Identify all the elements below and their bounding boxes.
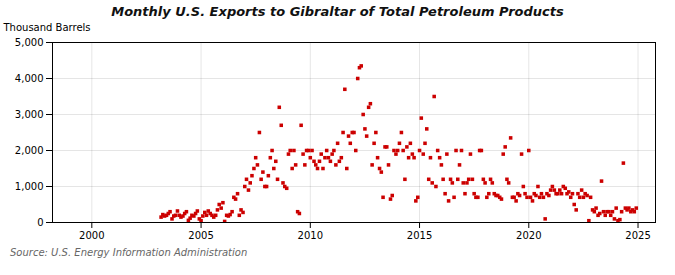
svg-text:2025: 2025: [625, 230, 650, 241]
svg-text:3,000: 3,000: [15, 109, 44, 120]
svg-text:0: 0: [37, 217, 43, 228]
svg-text:1,000: 1,000: [15, 181, 44, 192]
html-text:Monthly U.S. Exports to Gibral: Monthly U.S. Exports to Gibraltar of Tot…: [111, 4, 564, 19]
svg-text:5,000: 5,000: [15, 37, 44, 48]
svg-text:Thousand Barrels: Thousand Barrels: [3, 22, 91, 33]
svg-text:2000: 2000: [79, 230, 104, 241]
svg-text:4,000: 4,000: [15, 73, 44, 84]
svg-text:2005: 2005: [188, 230, 213, 241]
svg-text:2,000: 2,000: [15, 145, 44, 156]
svg-text:2015: 2015: [407, 230, 432, 241]
html-text:Source: U.S. Energy Informatio: Source: U.S. Energy Information Administ…: [10, 247, 248, 258]
svg-text:2020: 2020: [516, 230, 541, 241]
svg-text:2010: 2010: [298, 230, 323, 241]
